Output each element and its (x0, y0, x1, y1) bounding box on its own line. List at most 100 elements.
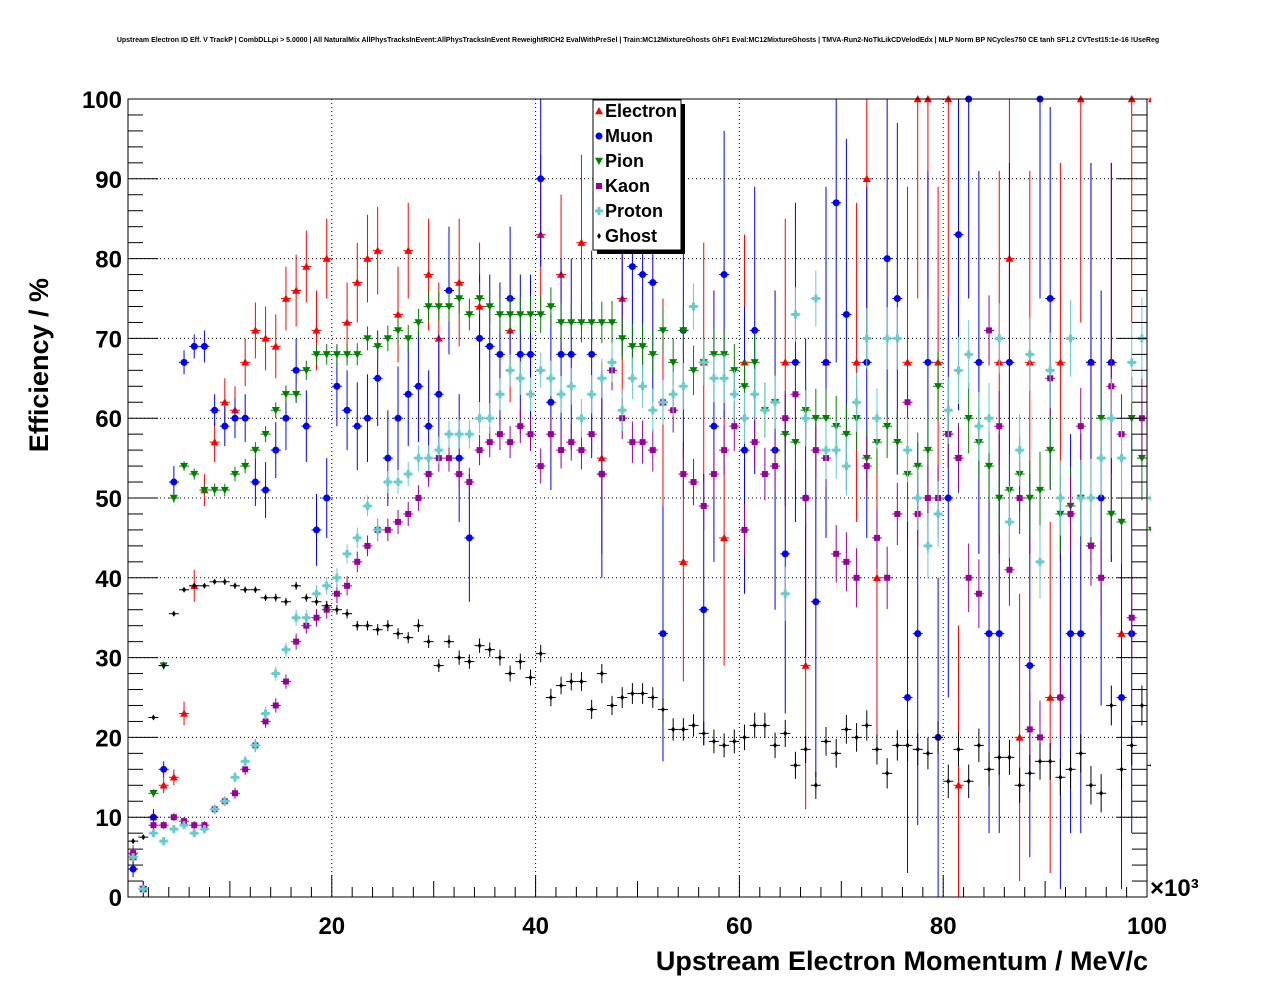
data-point (477, 642, 482, 649)
data-point (444, 303, 453, 311)
data-point (597, 374, 606, 383)
data-point (414, 319, 423, 327)
data-point (323, 494, 331, 502)
data-point (791, 438, 800, 447)
data-point (872, 414, 881, 423)
data-point (526, 311, 535, 319)
data-point (414, 382, 422, 390)
data-point (261, 709, 270, 718)
data-point (1117, 518, 1126, 526)
data-point (313, 614, 320, 621)
data-point (1148, 526, 1151, 532)
data-point (283, 598, 288, 605)
data-point (495, 390, 504, 399)
data-point (262, 718, 269, 725)
data-point (954, 781, 963, 789)
data-point (781, 550, 789, 558)
data-point (577, 414, 586, 423)
data-point (986, 327, 993, 334)
data-point (975, 358, 983, 366)
data-point (1088, 782, 1093, 789)
data-point (160, 765, 168, 773)
data-point (679, 382, 688, 391)
data-point (587, 319, 596, 327)
data-point (751, 326, 759, 334)
data-point (271, 669, 280, 678)
data-point (1048, 758, 1053, 765)
data-point (669, 359, 678, 367)
data-point (567, 350, 575, 358)
x-axis-label: Upstream Electron Momentum / MeV/c (656, 946, 1148, 976)
data-point (751, 439, 758, 446)
data-point (853, 574, 860, 581)
data-point (750, 390, 759, 399)
data-point (220, 797, 229, 806)
data-point (364, 542, 371, 549)
data-point (221, 422, 229, 430)
y-tick-label: 50 (95, 486, 122, 513)
data-point (395, 518, 402, 525)
data-point (354, 558, 361, 565)
data-point (425, 471, 432, 478)
data-point (210, 805, 219, 814)
data-point (355, 622, 360, 629)
legend-marker-proton (595, 207, 603, 215)
data-point (903, 358, 912, 366)
data-point (720, 271, 728, 279)
data-point (792, 391, 799, 398)
data-point (384, 454, 392, 462)
data-point (414, 454, 423, 463)
data-point (1107, 414, 1116, 423)
data-point (353, 278, 362, 286)
data-point (455, 295, 464, 303)
legend-shadow (597, 250, 685, 254)
data-point (1077, 630, 1085, 638)
data-point (771, 398, 780, 407)
data-point (689, 367, 698, 375)
data-point (241, 414, 249, 422)
legend-marker-ghost (597, 233, 601, 239)
data-point (638, 382, 647, 391)
data-point (485, 303, 494, 311)
data-point (936, 734, 941, 741)
data-point (1148, 494, 1151, 502)
data-point (169, 494, 178, 502)
data-point (1097, 415, 1106, 423)
data-point (781, 589, 790, 598)
data-point (1038, 758, 1043, 765)
data-point (996, 423, 1003, 430)
data-point (1056, 358, 1065, 366)
data-point (220, 398, 229, 406)
data-point (312, 351, 321, 359)
data-point (508, 670, 513, 677)
data-point (872, 573, 881, 581)
data-point (1097, 494, 1105, 502)
data-point (251, 741, 260, 750)
data-point (231, 790, 238, 797)
data-point (966, 778, 971, 785)
data-point (669, 390, 678, 399)
data-point (374, 374, 382, 382)
data-point (282, 414, 290, 422)
data-point (793, 762, 798, 769)
legend-marker-muon (595, 132, 603, 140)
y-tick-labels: 0 10 20 30 40 50 60 70 80 90 100 (82, 87, 122, 912)
data-point (782, 415, 789, 422)
data-point (750, 359, 759, 367)
data-point (281, 391, 290, 399)
data-point (610, 702, 615, 709)
data-point (394, 478, 403, 487)
data-point (1017, 782, 1022, 789)
data-point (475, 414, 484, 423)
data-point (415, 495, 422, 501)
series-proton (128, 270, 1151, 894)
data-point (404, 470, 413, 479)
data-point (455, 278, 464, 286)
data-point (985, 462, 994, 471)
data-point (1036, 486, 1045, 495)
data-point (182, 586, 187, 593)
data-point (1066, 334, 1075, 343)
data-point (844, 726, 849, 733)
data-point (557, 350, 565, 358)
